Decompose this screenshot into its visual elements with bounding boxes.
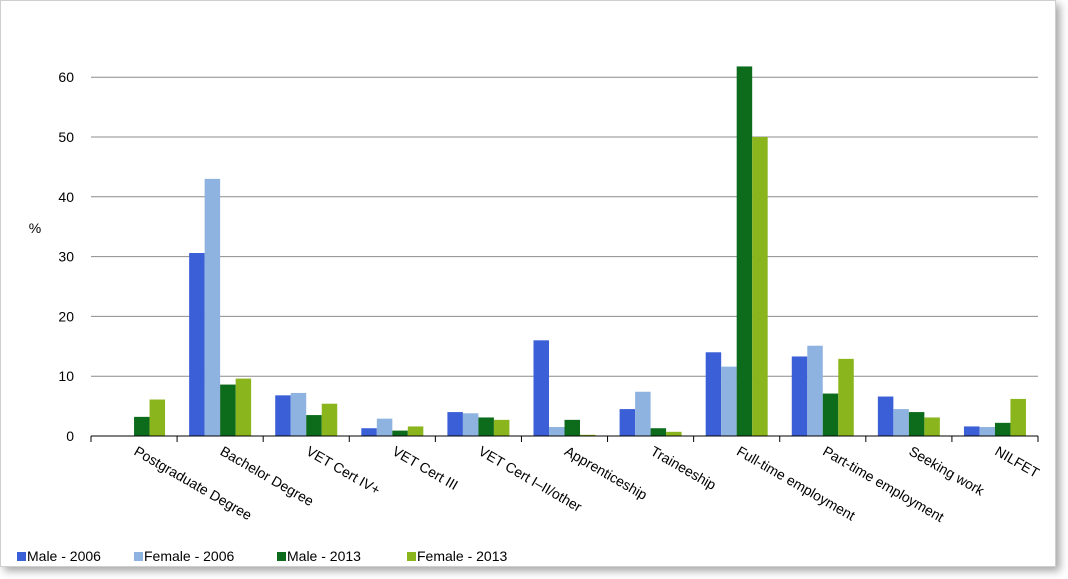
bar: [447, 412, 463, 436]
bar: [721, 366, 737, 436]
bar: [392, 430, 408, 436]
bar: [376, 418, 393, 436]
bar: [994, 422, 1011, 436]
bar: [666, 431, 682, 436]
y-tick-label: 40: [58, 189, 74, 205]
x-tick-label: Seeking work: [906, 443, 988, 499]
bar: [533, 340, 549, 436]
x-tick-label: Apprenticeship: [562, 443, 650, 503]
bar: [134, 416, 150, 436]
y-tick-label: 20: [58, 308, 74, 324]
bar: [235, 378, 252, 436]
bar: [650, 428, 667, 436]
bar: [791, 356, 808, 436]
y-tick-label: 60: [58, 69, 74, 85]
bar: [306, 415, 322, 436]
legend-item: Male - 2006: [17, 548, 101, 564]
bar: [877, 396, 894, 436]
bar: [220, 384, 236, 436]
bar: [1010, 398, 1026, 436]
legend-swatch: [17, 552, 26, 561]
bar: [204, 178, 221, 437]
bar: [189, 253, 205, 436]
bar: [619, 409, 636, 436]
bar: [635, 391, 651, 436]
bar: [361, 428, 377, 436]
bar: [807, 345, 823, 436]
bar: [893, 409, 909, 436]
bar: [580, 434, 596, 436]
legend-swatch: [407, 552, 416, 561]
x-tick-label: VET Cert IV+: [304, 443, 384, 498]
legend-swatch: [277, 552, 286, 561]
legend-item: Male - 2013: [277, 548, 361, 564]
legend-swatch: [134, 552, 143, 561]
grid-lines: [91, 76, 1038, 377]
y-tick-label: 10: [58, 368, 74, 384]
legend-item: Female - 2013: [407, 548, 507, 564]
y-tick-label: 30: [58, 249, 74, 265]
x-tick-label: VET Cert III: [390, 443, 461, 493]
bar: [462, 413, 479, 436]
y-axis-ticks: 0 10 20 30 40 50 60: [58, 69, 74, 444]
bar: [838, 358, 854, 436]
bars: [134, 66, 1026, 437]
bar: [493, 419, 510, 436]
bar: [822, 393, 839, 436]
legend-item: Female - 2006: [134, 548, 234, 564]
x-tick-label: Traineeship: [648, 443, 719, 493]
y-axis-label: %: [29, 220, 41, 236]
bar: [275, 395, 291, 436]
legend-label: Female - 2013: [417, 548, 507, 564]
bar-chart: 0 10 20 30 40 50 60 % Postgraduate DegreeBache…: [17, 66, 1043, 564]
bar: [752, 137, 768, 436]
x-axis: [90, 435, 1039, 442]
bar: [705, 352, 722, 436]
bar: [908, 412, 925, 436]
bar: [321, 403, 338, 436]
y-tick-label: 50: [58, 129, 74, 145]
x-tick-label: NILFET: [992, 443, 1042, 481]
legend-label: Female - 2006: [144, 548, 234, 564]
bar: [149, 399, 166, 436]
bar: [736, 66, 753, 436]
bar: [963, 426, 980, 436]
bar: [549, 427, 565, 436]
legend-label: Male - 2006: [27, 548, 101, 564]
bar: [564, 419, 580, 436]
y-tick-label: 0: [66, 428, 74, 444]
bar: [407, 426, 424, 436]
bar: [979, 427, 995, 436]
legend-label: Male - 2013: [287, 548, 361, 564]
bar: [290, 392, 307, 436]
bar: [924, 417, 940, 436]
bar: [478, 417, 494, 436]
legend: Male - 2006 Female - 2006 Male - 2013 Femal…: [17, 548, 507, 564]
chart-frame: 0 10 20 30 40 50 60 % Postgraduate Degree Bache…: [0, 0, 1056, 567]
